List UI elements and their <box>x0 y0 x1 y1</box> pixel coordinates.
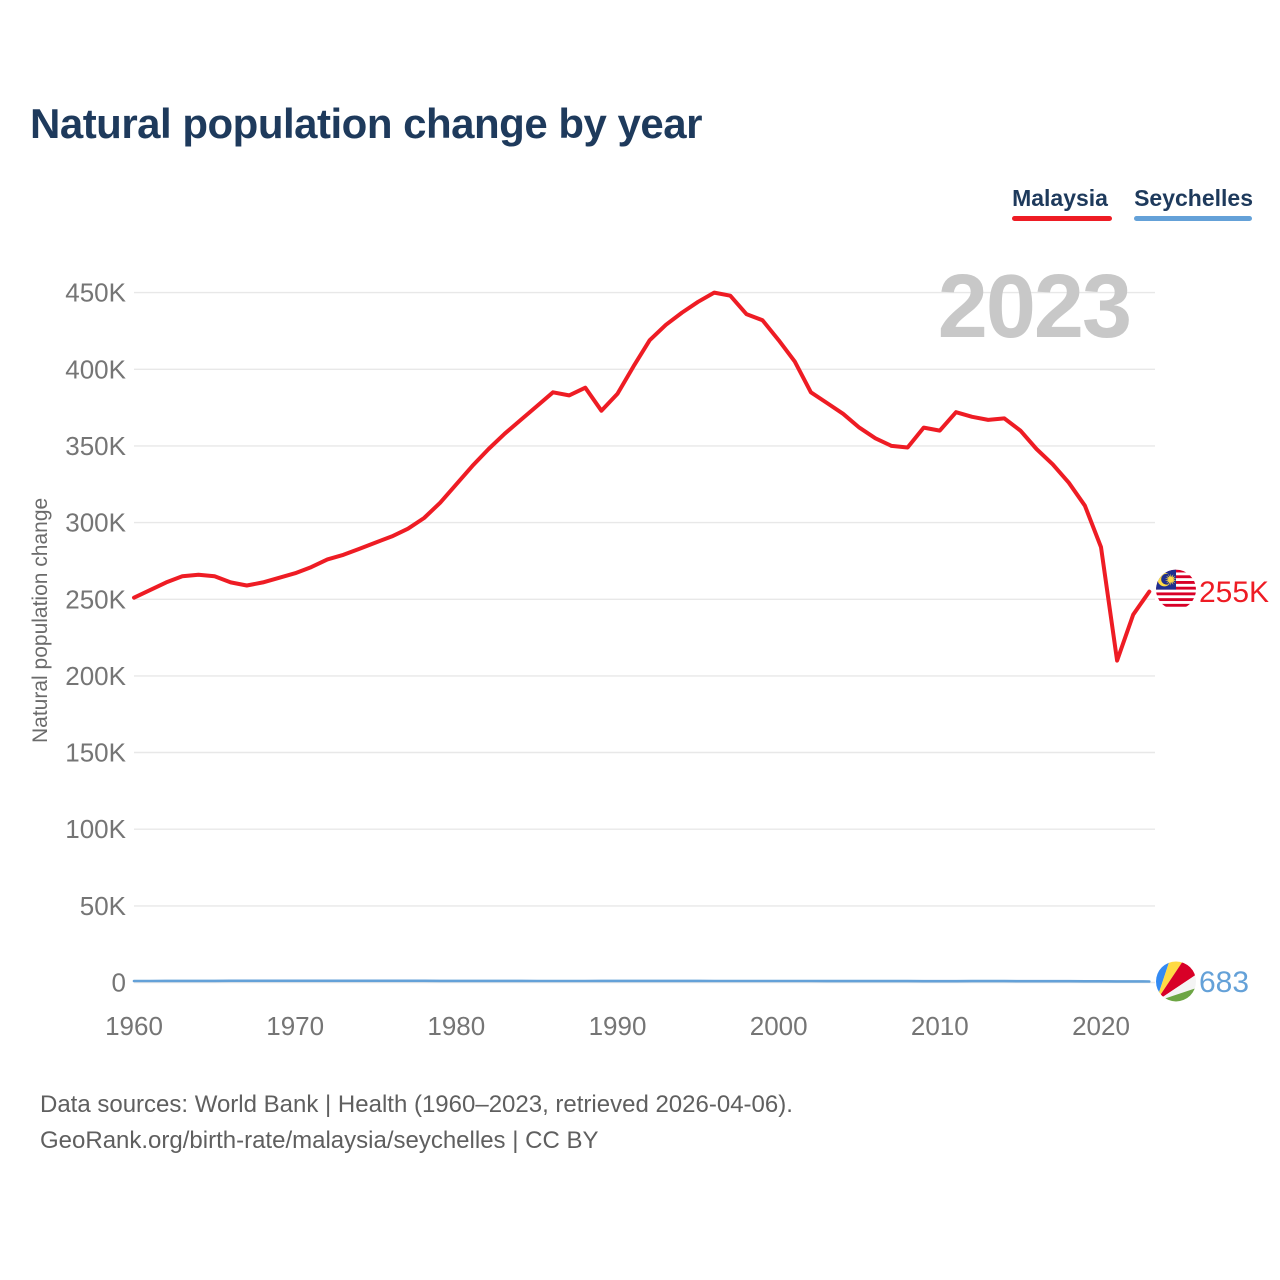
x-tick-label: 1980 <box>427 1011 485 1041</box>
seychelles-flag-icon <box>1156 961 1196 1002</box>
page-title: Natural population change by year <box>30 100 702 147</box>
y-tick-label: 450K <box>65 278 126 308</box>
footer-line-2: GeoRank.org/birth-rate/malaysia/seychell… <box>40 1127 599 1154</box>
malaysia-series-line[interactable] <box>132 290 1152 663</box>
legend-label-malaysia: Malaysia <box>1012 185 1108 211</box>
footer-line-1: Data sources: World Bank | Health (1960–… <box>40 1091 793 1118</box>
x-tick-label: 1990 <box>589 1011 647 1041</box>
watermark-year: 2023 <box>937 257 1132 357</box>
seychelles-series-line[interactable] <box>132 979 1151 983</box>
legend-underline-malaysia <box>1012 216 1113 221</box>
legend: Malaysia Seychelles <box>1012 185 1253 221</box>
y-tick-label: 400K <box>65 354 126 384</box>
legend-item-seychelles[interactable]: Seychelles <box>1134 185 1253 221</box>
y-tick-label: 200K <box>65 661 126 691</box>
y-tick-label: 50K <box>80 891 127 921</box>
y-tick-label: 350K <box>65 431 126 461</box>
legend-item-malaysia[interactable]: Malaysia <box>1012 185 1113 221</box>
y-tick-label: 250K <box>65 584 126 614</box>
seychelles-end-value: 683 <box>1199 966 1250 999</box>
legend-underline-seychelles <box>1134 216 1253 221</box>
y-tick-label: 150K <box>65 738 126 768</box>
legend-label-seychelles: Seychelles <box>1134 185 1253 211</box>
x-tick-label: 2010 <box>911 1011 969 1041</box>
x-tick-label: 1960 <box>105 1011 163 1041</box>
y-tick-label: 100K <box>65 814 126 844</box>
data-source-note: Data sources: World Bank | Health (1960–… <box>40 1087 793 1159</box>
x-tick-label: 2000 <box>750 1011 808 1041</box>
x-tick-label: 1970 <box>266 1011 324 1041</box>
malaysia-flag-icon <box>1156 569 1196 610</box>
x-tick-label: 2020 <box>1072 1011 1130 1041</box>
y-tick-label: 0 <box>112 968 126 998</box>
malaysia-end-value: 255K <box>1199 576 1270 609</box>
y-tick-label: 300K <box>65 508 126 538</box>
